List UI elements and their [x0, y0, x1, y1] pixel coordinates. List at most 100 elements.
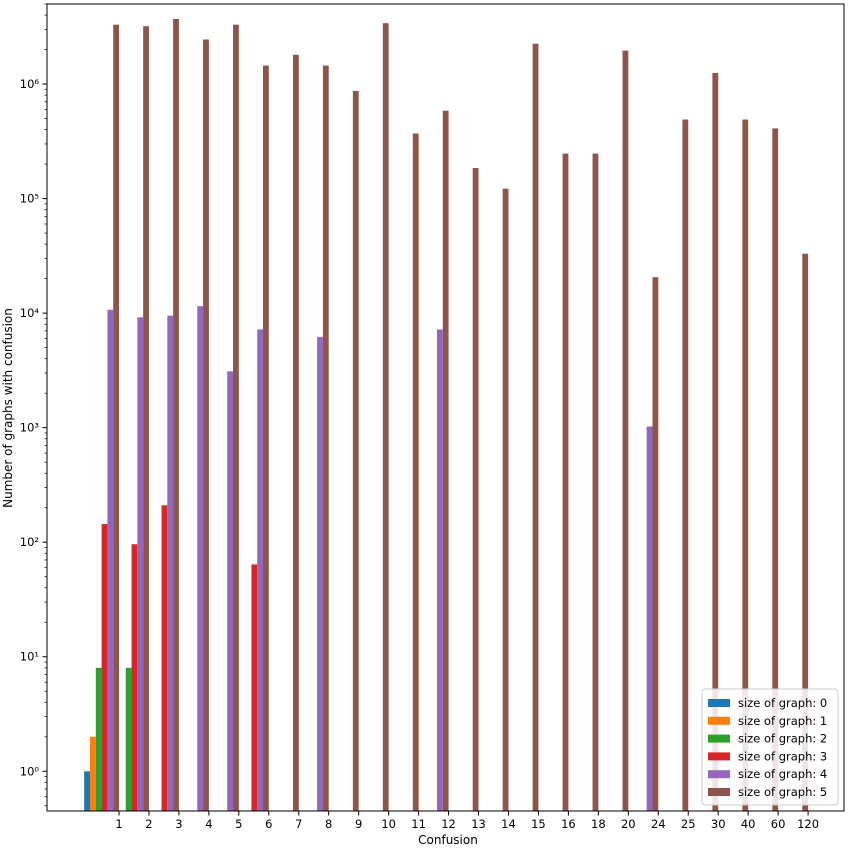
legend-label: size of graph: 3 [738, 749, 827, 763]
bar-s4-c4 [227, 371, 234, 811]
bar-s5-c10 [412, 133, 419, 811]
bar-s5-c16 [592, 153, 599, 811]
legend-swatch [708, 734, 730, 743]
legend-item: size of graph: 3 [708, 749, 827, 763]
bar-s5-c18 [652, 277, 659, 811]
y-tick-label: 10⁶ [20, 77, 40, 91]
series-2 [95, 667, 132, 811]
y-axis: 10⁰ 10¹ 10² 10³ 10⁴ 10⁵ 10⁶ [20, 3, 47, 807]
x-tick-label: 25 [681, 817, 696, 831]
x-tick-label: 20 [621, 817, 636, 831]
x-tick-label: 30 [711, 817, 726, 831]
legend-item: size of graph: 4 [708, 767, 827, 781]
bar-s5-c5 [263, 65, 269, 811]
bar-s5-c20 [712, 72, 719, 811]
y-tick-label: 10⁵ [20, 192, 40, 206]
x-tick-label: 11 [411, 817, 426, 831]
legend-label: size of graph: 2 [738, 732, 827, 746]
x-tick-label: 18 [591, 817, 606, 831]
legend-item: size of graph: 1 [708, 714, 827, 728]
legend: size of graph: 0 size of graph: 1 size of … [701, 688, 839, 806]
legend-swatch [708, 770, 730, 779]
bar-s3-c0 [101, 524, 108, 811]
x-tick-label: 5 [235, 817, 242, 831]
legend-swatch [708, 752, 730, 761]
bar-s5-c4 [233, 24, 239, 812]
series-4 [107, 306, 653, 811]
series-3 [101, 505, 258, 811]
legend-swatch [708, 699, 730, 707]
series-1 [90, 736, 96, 811]
x-tick-label: 12 [441, 817, 456, 831]
x-axis-label: Confusion [418, 833, 478, 847]
legend-item: size of graph: 0 [708, 696, 827, 710]
bar-s5-c3 [203, 39, 209, 812]
x-tick-label: 40 [741, 817, 756, 831]
bar-s5-c21 [742, 119, 749, 812]
x-tick-label: 9 [355, 817, 362, 831]
bar-s5-c7 [322, 65, 329, 811]
x-tick-label: 15 [531, 817, 546, 831]
bar-s2-c0 [95, 667, 102, 811]
bar-s5-c14 [532, 43, 539, 812]
x-tick-label: 3 [175, 817, 182, 831]
bar-s5-c19 [682, 119, 689, 812]
bar-s5-c22 [772, 128, 779, 811]
bar-s5-c17 [622, 50, 629, 811]
x-tick-label: 6 [265, 817, 272, 831]
y-tick-label: 10⁰ [20, 764, 40, 778]
y-tick-label: 10¹ [20, 650, 39, 664]
bar-s1-c0 [90, 736, 96, 811]
bar-s3-c5 [251, 564, 258, 811]
x-tick-label: 2 [145, 817, 152, 831]
plot-frame [46, 3, 845, 812]
bar-s0-c0 [84, 771, 90, 811]
legend-swatch [708, 788, 730, 796]
bar-s5-c1 [143, 26, 149, 811]
bar-s5-c6 [292, 54, 299, 811]
bars [84, 18, 809, 812]
y-axis-label: Number of graphs with confusion [1, 308, 15, 508]
bar-s4-c11 [436, 329, 443, 811]
legend-label: size of graph: 0 [738, 696, 827, 710]
bar-s5-c11 [442, 110, 449, 812]
bar-s4-c1 [137, 317, 144, 811]
x-tick-label: 60 [771, 817, 786, 831]
bar-s5-c13 [502, 188, 509, 811]
x-tick-label: 10 [381, 817, 396, 831]
bar-s2-c1 [125, 667, 132, 811]
legend-item: size of graph: 2 [708, 732, 827, 746]
bar-s3-c1 [131, 544, 138, 811]
y-tick-label: 10² [20, 535, 39, 549]
x-tick-label: 7 [295, 817, 302, 831]
x-tick-label: 8 [325, 817, 332, 831]
bar-s5-c15 [562, 153, 569, 811]
bar-s5-c0 [113, 24, 119, 812]
bar-s3-c2 [161, 505, 168, 811]
bar-s4-c2 [167, 315, 174, 811]
x-tick-label: 24 [651, 817, 666, 831]
bar-s5-c23 [802, 253, 809, 812]
legend-label: size of graph: 1 [738, 714, 827, 728]
bar-s5-c2 [173, 18, 179, 812]
legend-box [701, 688, 839, 806]
legend-label: size of graph: 4 [738, 767, 827, 781]
bar-s4-c0 [107, 309, 114, 811]
legend-item: size of graph: 5 [708, 785, 827, 799]
x-tick-label: 1 [115, 817, 122, 831]
bar-s4-c3 [197, 306, 204, 811]
y-tick-label: 10³ [20, 421, 40, 435]
bar-s4-c18 [646, 426, 653, 811]
x-axis: 1 2 3 4 5 6 7 8 9 10 11 12 13 14 15 16 18 20 24 25 30 40 60 120 [115, 811, 819, 831]
legend-label: size of graph: 5 [738, 785, 827, 799]
bar-s4-c5 [257, 329, 263, 811]
x-tick-label: 14 [501, 817, 516, 831]
series-0 [84, 771, 90, 811]
legend-swatch [708, 716, 730, 725]
series-5 [113, 18, 809, 812]
x-tick-label: 4 [205, 817, 212, 831]
bar-s5-c8 [352, 90, 359, 812]
x-tick-label: 120 [797, 817, 819, 831]
x-tick-label: 16 [561, 817, 576, 831]
